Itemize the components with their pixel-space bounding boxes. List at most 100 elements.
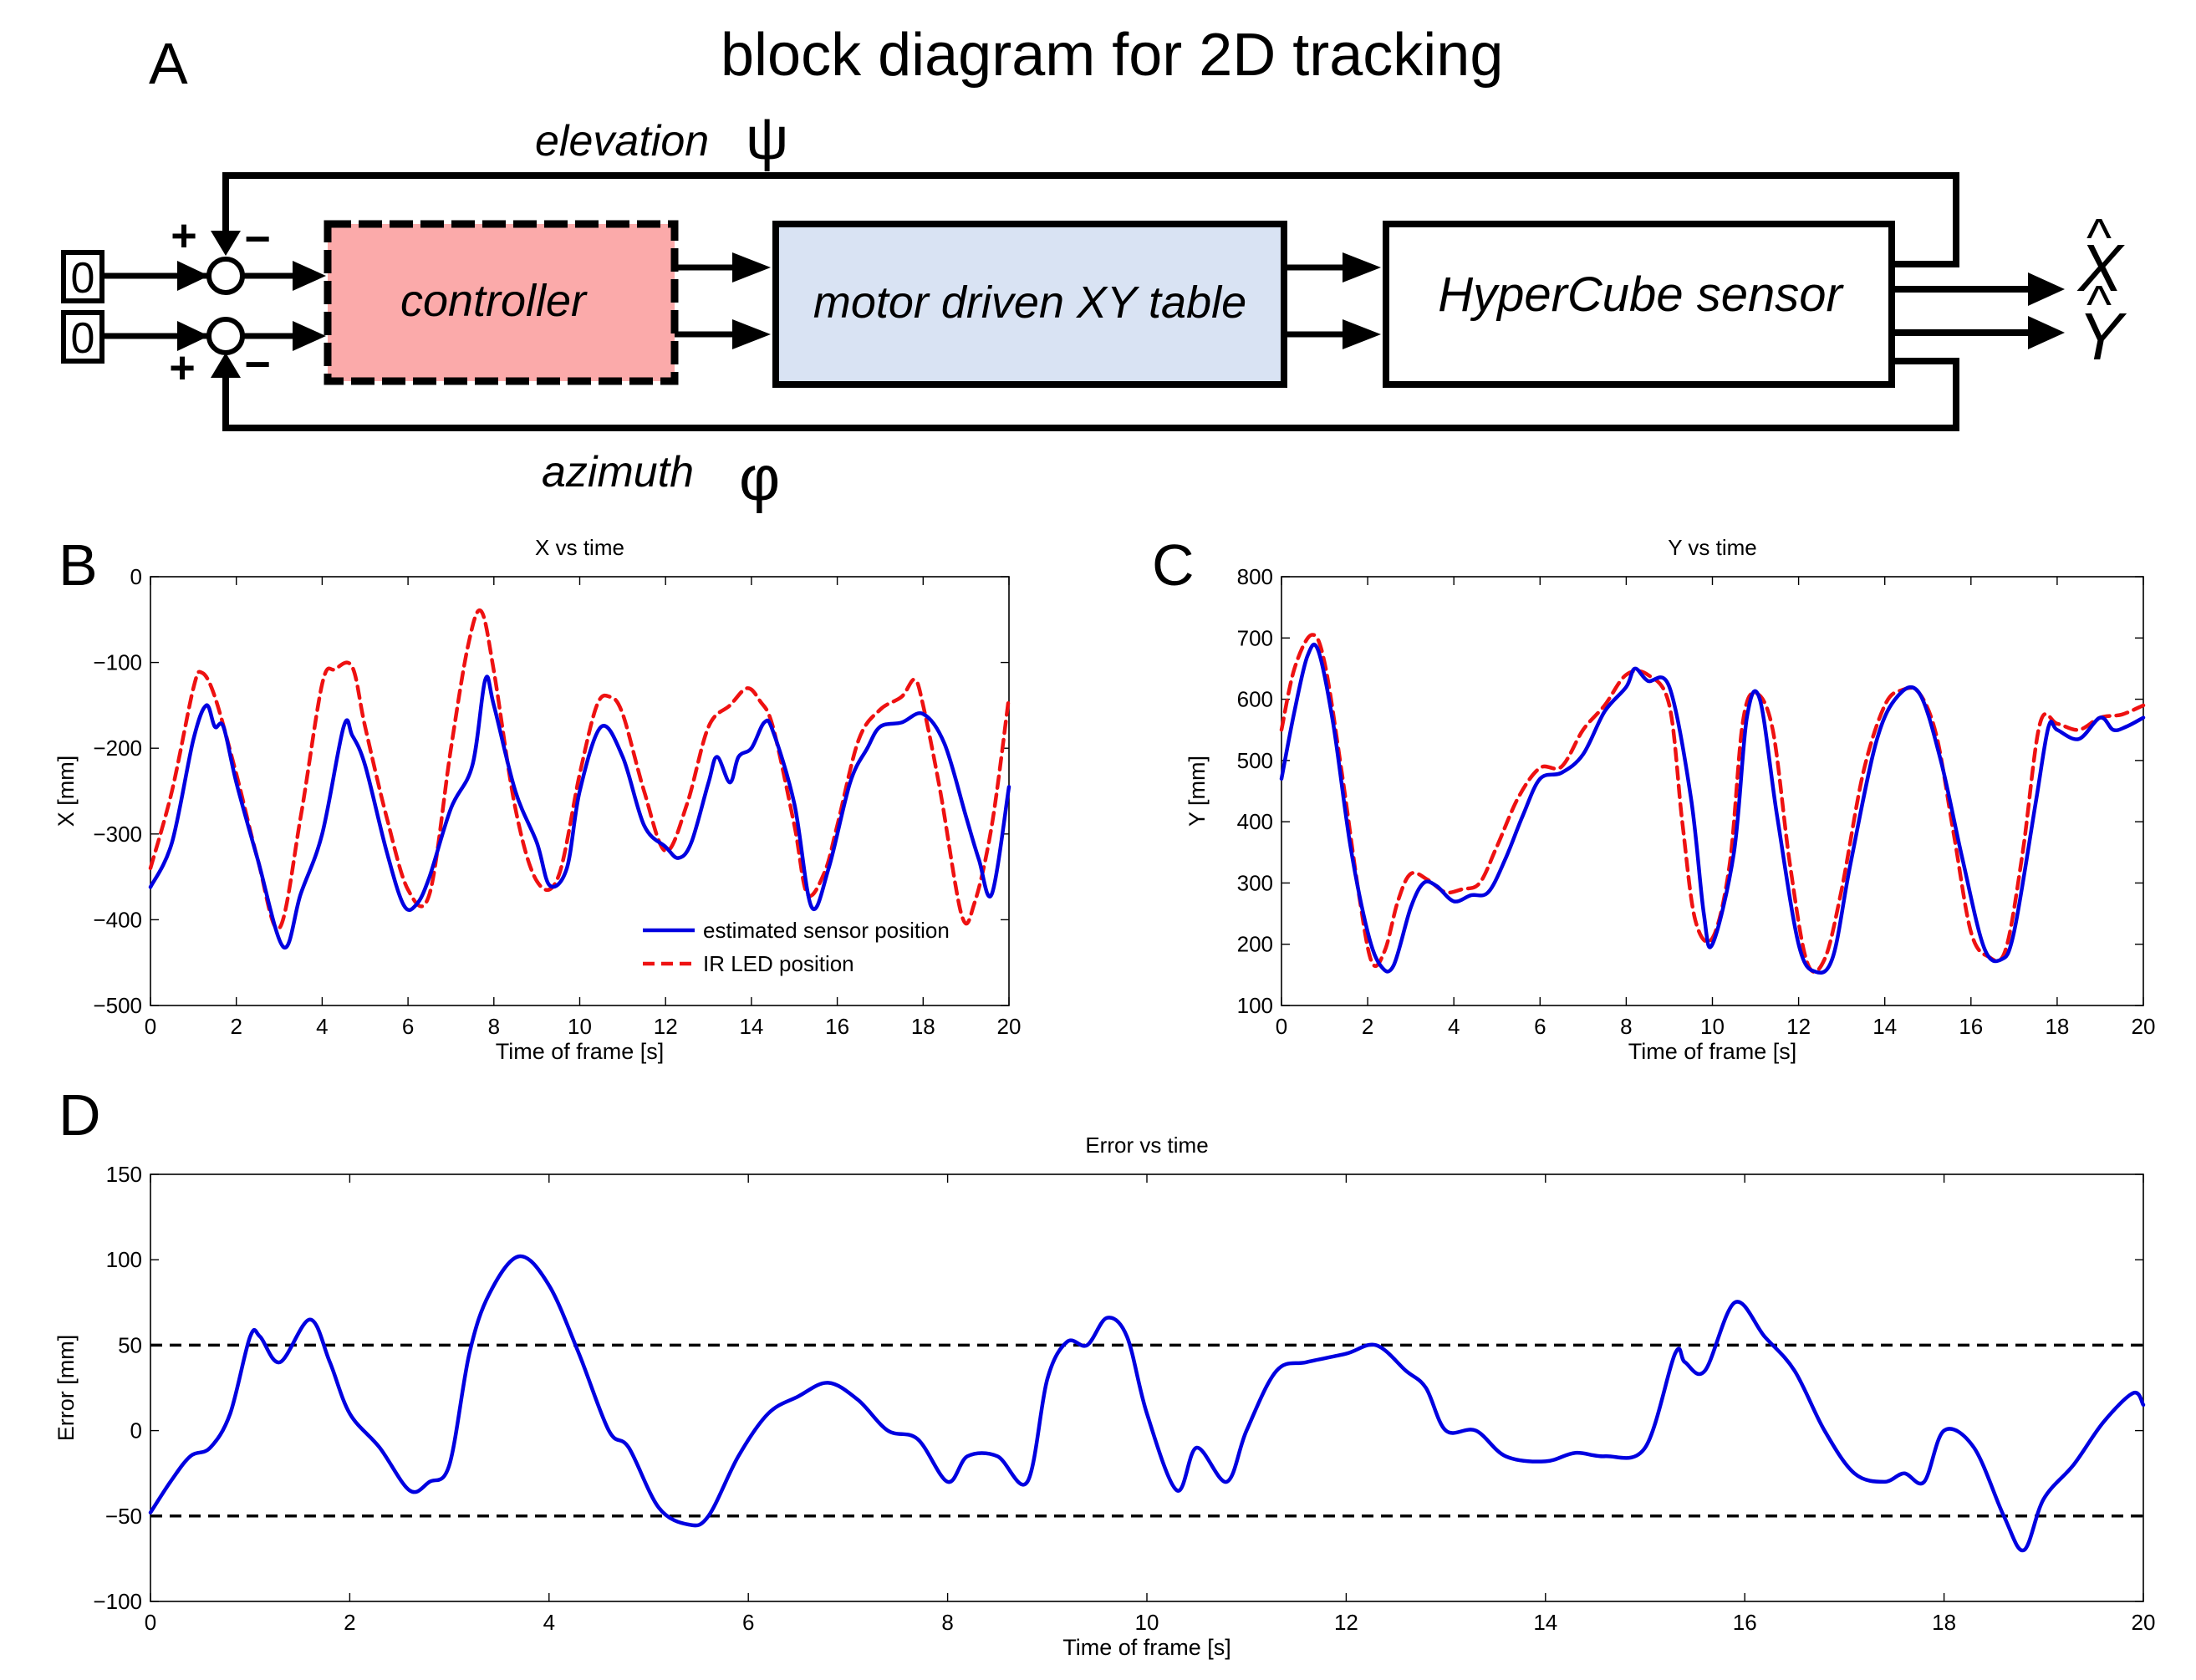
x-tick-label: 0 [145, 1610, 156, 1635]
controller-arrowhead-top [293, 261, 326, 291]
controller-label: controller [400, 276, 588, 326]
panel-a-block-diagram: A block diagram for 2D tracking elevatio… [61, 22, 2127, 514]
x-tick-label: 20 [2132, 1610, 2156, 1635]
x-tick-label: 6 [742, 1610, 754, 1635]
x-tick-label: 0 [1276, 1014, 1287, 1039]
panel-a-label: A [149, 31, 188, 96]
minus-sign-bottom: − [244, 339, 271, 389]
y-tick-label: 400 [1237, 809, 1273, 834]
y-tick-label: 800 [1237, 564, 1273, 589]
sensor-arrowhead-top [1343, 252, 1381, 283]
x-tick-label: 10 [1700, 1014, 1725, 1039]
input-value-top: 0 [71, 254, 95, 303]
x-tick-label: 20 [2132, 1014, 2156, 1039]
chart-error-vs-time: Error vs time 0 2 4 6 8 10 12 14 16 18 20 150 100 50 0 −… [53, 1133, 2155, 1660]
y-tick-label: 100 [106, 1247, 142, 1272]
output-arrowhead-y [2028, 316, 2065, 349]
series-line-ir-led-position [148, 608, 1011, 931]
input-arrowhead-top [177, 261, 209, 291]
y-tick-label: 150 [106, 1162, 142, 1187]
output-x-hat: ^ [2086, 207, 2112, 267]
input-value-bottom: 0 [71, 314, 95, 363]
x-tick-label: 12 [654, 1014, 678, 1039]
azimuth-feedback-arrow [211, 353, 241, 378]
y-tick-label: 600 [1237, 687, 1273, 712]
y-axis-label: X [mm] [53, 756, 79, 827]
azimuth-symbol: φ [739, 443, 780, 514]
x-tick-label: 18 [1932, 1610, 1956, 1635]
summing-junction-bottom [206, 317, 245, 355]
legend-label: estimated sensor position [703, 918, 950, 943]
controller-block [324, 220, 679, 385]
y-tick-label: −200 [93, 736, 142, 761]
legend-label: IR LED position [703, 951, 854, 976]
x-tick-label: 12 [1334, 1610, 1358, 1635]
minus-sign-top: − [244, 214, 271, 264]
x-tick-label: 2 [344, 1610, 355, 1635]
y-axis-label: Y [mm] [1185, 756, 1210, 827]
x-tick-label: 8 [1620, 1014, 1632, 1039]
x-tick-label: 2 [1362, 1014, 1373, 1039]
plot-frame [1281, 576, 2144, 1006]
x-axis-label: Time of frame [s] [1628, 1039, 1797, 1064]
x-axis-label: Time of frame [s] [1062, 1635, 1231, 1660]
x-tick-label: 10 [1135, 1610, 1159, 1635]
y-tick-label: 700 [1237, 625, 1273, 650]
x-tick-label: 14 [1872, 1014, 1897, 1039]
chart-y-vs-time: Y vs time 0 2 4 6 8 10 12 14 16 18 20 100 200 300 400 50… [1185, 535, 2155, 1064]
input-arrowhead-bottom [177, 321, 209, 351]
x-tick-label: 4 [316, 1014, 328, 1039]
x-tick-label: 16 [1733, 1610, 1757, 1635]
panel-b-label: B [59, 532, 98, 598]
sensor-block [1383, 221, 1895, 388]
y-tick-label: −500 [93, 993, 142, 1018]
series-line-error [148, 1254, 2146, 1553]
elevation-symbol: ψ [746, 105, 788, 172]
x-tick-label: 18 [2045, 1014, 2069, 1039]
table-arrowhead-bottom [732, 319, 771, 349]
x-tick-label: 20 [997, 1014, 1022, 1039]
output-y-label: Y [2078, 299, 2127, 374]
chart-title: Error vs time [1085, 1133, 1208, 1158]
y-tick-label: 500 [1237, 748, 1273, 773]
xy-table-label: motor driven XY table [813, 277, 1246, 328]
plus-sign-bottom: + [169, 343, 196, 393]
y-tick-label: −100 [93, 650, 142, 675]
output-x-label: X [2076, 231, 2125, 305]
chart-title: X vs time [535, 535, 624, 560]
azimuth-feedback-line [222, 358, 1959, 431]
y-tick-label: 0 [130, 564, 142, 589]
chart-title: Y vs time [1668, 535, 1756, 560]
elevation-feedback-line [222, 172, 1959, 267]
y-tick-label: 50 [118, 1332, 142, 1357]
y-tick-label: −300 [93, 822, 142, 847]
output-arrowhead-x [2028, 272, 2065, 306]
x-tick-label: 2 [230, 1014, 242, 1039]
panel-c-label: C [1152, 532, 1195, 598]
plus-sign-top: + [171, 211, 197, 261]
x-tick-label: 4 [543, 1610, 555, 1635]
sensor-label: HyperCube sensor [1438, 267, 1844, 322]
x-tick-label: 10 [568, 1014, 592, 1039]
x-tick-label: 14 [1533, 1610, 1557, 1635]
y-axis-label: Error [mm] [53, 1335, 79, 1442]
summing-junction-top [206, 257, 245, 295]
elevation-feedback-arrow [211, 231, 241, 256]
chart-x-vs-time: X vs time 0 2 4 6 8 10 12 14 16 18 20 0 −100 −200 −300 −… [53, 535, 1021, 1064]
azimuth-label: azimuth [542, 448, 694, 496]
x-tick-label: 18 [911, 1014, 935, 1039]
x-tick-label: 6 [402, 1014, 414, 1039]
y-tick-label: 0 [130, 1418, 142, 1443]
elevation-label: elevation [535, 117, 709, 165]
y-tick-label: 300 [1237, 870, 1273, 895]
plot-frame [150, 1173, 2144, 1602]
x-tick-label: 6 [1534, 1014, 1546, 1039]
controller-arrowhead-bottom [293, 321, 326, 351]
table-arrowhead-top [732, 252, 771, 283]
panel-d-label: D [59, 1082, 101, 1148]
x-tick-label: 8 [941, 1610, 953, 1635]
diagram-title: block diagram for 2D tracking [721, 22, 1503, 89]
y-tick-label: −50 [105, 1504, 142, 1529]
x-tick-label: 16 [825, 1014, 849, 1039]
output-y-hat: ^ [2086, 274, 2112, 334]
